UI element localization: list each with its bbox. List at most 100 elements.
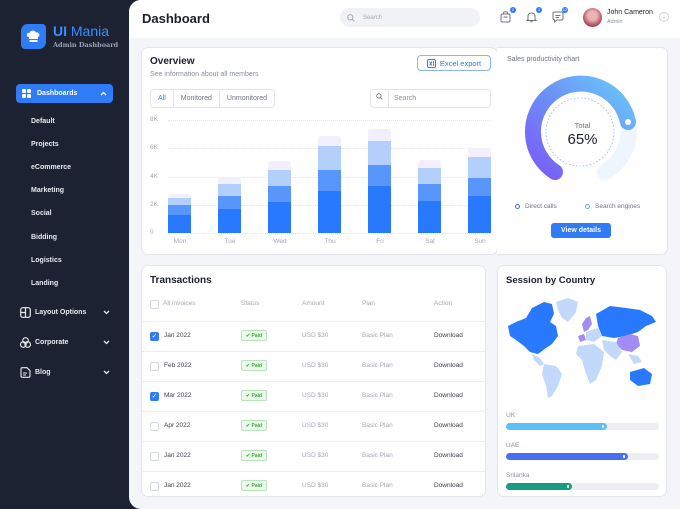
search-placeholder: Search xyxy=(394,95,417,102)
overview-title: Overview xyxy=(150,56,195,67)
progress-fill xyxy=(506,423,607,430)
bar-segment xyxy=(468,178,491,197)
sidebar-group-label: Corporate xyxy=(35,339,69,346)
download-link[interactable]: Download xyxy=(434,452,463,459)
col-header-invoices: All invoices xyxy=(163,300,196,307)
header-search-input[interactable]: Search xyxy=(340,8,480,27)
bar-segment xyxy=(268,201,291,233)
plan: Basic Plan xyxy=(362,422,393,429)
download-link[interactable]: Download xyxy=(434,362,463,369)
page-title: Dashboard xyxy=(142,11,210,26)
sidebar-item-projects[interactable]: Projects xyxy=(31,141,59,148)
sidebar-item-logistics[interactable]: Logistics xyxy=(31,257,62,264)
y-axis-tick: 8K xyxy=(150,116,158,124)
bar-thu[interactable] xyxy=(318,135,341,233)
session-by-country-card: Session by Country xyxy=(497,265,667,497)
bar-sat[interactable] xyxy=(418,159,441,233)
bar-segment xyxy=(218,209,241,233)
row-checkbox[interactable] xyxy=(150,452,159,461)
bar-tue[interactable] xyxy=(218,176,241,233)
avatar[interactable] xyxy=(583,8,602,27)
sidebar-item-social[interactable]: Social xyxy=(31,210,52,217)
table-row: ✓ Mar 2022 ✔ Paid USD $30 Basic Plan Download xyxy=(142,381,485,411)
invoice-date: Jan 2022 xyxy=(164,482,191,489)
progress-fill xyxy=(506,453,629,460)
download-link[interactable]: Download xyxy=(434,332,463,339)
row-checkbox[interactable]: ✓ xyxy=(150,332,159,341)
download-link[interactable]: Download xyxy=(434,482,463,489)
bar-segment xyxy=(368,165,391,187)
cart-button[interactable]: 2 xyxy=(500,7,516,24)
sidebar-item-default[interactable]: Default xyxy=(31,118,55,125)
sidebar-group-blog[interactable]: Blog xyxy=(20,367,110,378)
notifications-button[interactable]: 4 xyxy=(525,7,542,24)
excel-export-label: Excel export xyxy=(439,58,482,68)
sidebar-item-bidding[interactable]: Bidding xyxy=(31,234,58,241)
sidebar-item-ecommerce[interactable]: eCommerce xyxy=(31,164,72,171)
grid-icon xyxy=(22,89,31,98)
cart-icon xyxy=(500,11,511,23)
plan: Basic Plan xyxy=(362,332,393,339)
overview-search-input[interactable]: Search xyxy=(370,89,491,108)
col-header-action: Action xyxy=(434,300,453,307)
bar-wed[interactable] xyxy=(268,161,291,233)
bar-mon[interactable] xyxy=(168,193,191,233)
bar-segment xyxy=(368,186,391,233)
table-row: ✓ Jan 2022 ✔ Paid USD $30 Basic Plan Download xyxy=(142,321,485,351)
world-map xyxy=(508,298,656,398)
table-row: Jan 2022 ✔ Paid USD $30 Basic Plan Download xyxy=(142,471,485,496)
sidebar-item-marketing[interactable]: Marketing xyxy=(31,187,65,194)
amount: USD $30 xyxy=(302,482,329,489)
row-checkbox[interactable] xyxy=(150,422,159,431)
chevron-down-icon xyxy=(103,370,110,375)
x-axis-label: Sat xyxy=(425,238,435,245)
chevron-down-icon xyxy=(103,340,110,345)
download-link[interactable]: Download xyxy=(434,392,463,399)
messages-badge: 12 xyxy=(562,7,568,13)
select-all-checkbox[interactable] xyxy=(150,300,159,309)
sidebar-group-corporate[interactable]: Corporate xyxy=(20,337,110,348)
excel-export-button[interactable]: Excel export xyxy=(417,55,491,71)
progress-bar-srilanka xyxy=(506,483,659,490)
bar-segment xyxy=(168,197,191,205)
invoice-date: Apr 2022 xyxy=(164,422,191,429)
x-axis-label: Tue xyxy=(224,238,236,245)
download-link[interactable]: Download xyxy=(434,422,463,429)
amount: USD $30 xyxy=(302,422,329,429)
y-axis-tick: 2K xyxy=(150,200,158,208)
bar-segment xyxy=(218,176,241,184)
view-details-button[interactable]: View details xyxy=(551,223,611,238)
bar-sun[interactable] xyxy=(468,148,491,233)
amount: USD $30 xyxy=(302,452,329,459)
row-checkbox[interactable] xyxy=(150,362,159,371)
row-checkbox[interactable]: ✓ xyxy=(150,392,159,401)
logo[interactable]: UI Mania Admin Dashboard xyxy=(21,24,118,49)
status-badge: ✔ Paid xyxy=(241,330,267,341)
sidebar-item-landing[interactable]: Landing xyxy=(31,280,59,287)
tab-all[interactable]: All xyxy=(151,90,174,107)
bar-segment xyxy=(318,190,341,233)
bar-segment xyxy=(368,141,391,166)
search-icon xyxy=(371,90,389,107)
bar-fri[interactable] xyxy=(368,128,391,233)
col-header-plan: Plan xyxy=(362,300,376,307)
donut-total-value: 65% xyxy=(567,131,598,148)
legend-direct-calls: Direct calls xyxy=(515,203,557,210)
sales-chart-title: Sales productivity chart xyxy=(507,56,580,63)
excel-icon xyxy=(426,58,436,68)
sidebar: UI Mania Admin Dashboard Dashboards Defa… xyxy=(0,0,130,509)
col-header-amount: Amount xyxy=(302,300,325,307)
row-checkbox[interactable] xyxy=(150,482,159,491)
tab-unmonitored[interactable]: Unmonitored xyxy=(226,95,267,102)
sidebar-group-layout-options[interactable]: Layout Options xyxy=(20,307,110,318)
messages-button[interactable]: 12 xyxy=(552,7,568,24)
sidebar-item-dashboards[interactable]: Dashboards xyxy=(16,84,113,103)
tab-monitored[interactable]: Monitored xyxy=(174,90,220,107)
sidebar-item-label: Dashboards xyxy=(37,90,78,97)
bar-segment xyxy=(418,183,441,201)
user-menu-chevron-icon[interactable]: ⌄ xyxy=(659,12,669,22)
layout-icon xyxy=(20,307,31,318)
bar-segment xyxy=(268,186,291,202)
legend-search-engines: Search engines xyxy=(585,203,640,210)
